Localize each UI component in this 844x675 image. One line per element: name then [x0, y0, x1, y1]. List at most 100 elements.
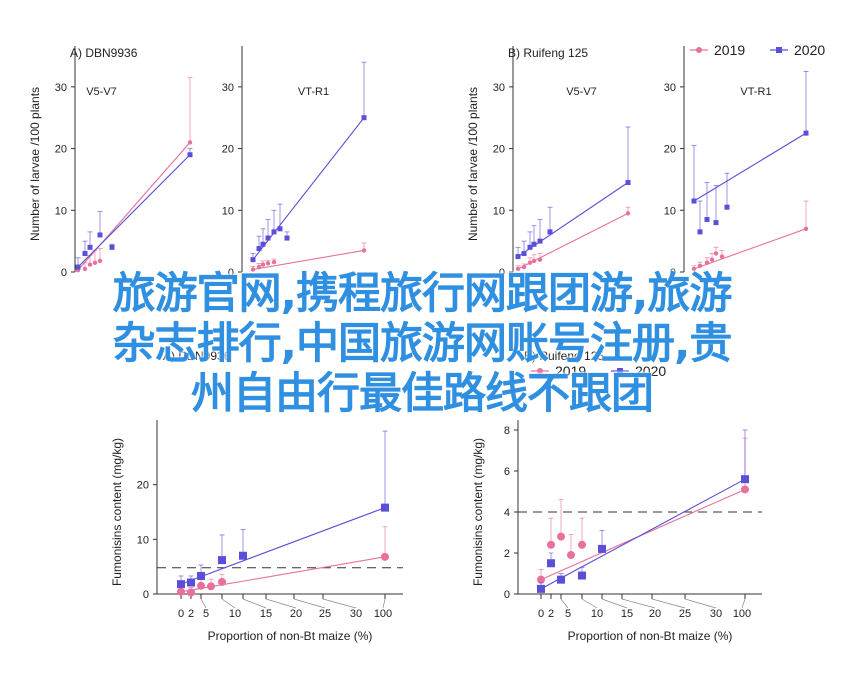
- series-2019-point: [187, 140, 193, 145]
- x-tick-label: 15: [260, 608, 272, 620]
- x-tick-leader: [684, 598, 717, 609]
- y-tick-label: 10: [493, 205, 505, 217]
- series-2019-point: [537, 575, 545, 584]
- series-2019-line: [517, 212, 629, 270]
- series-2020-point: [537, 238, 543, 244]
- series-2020-point: [531, 241, 537, 247]
- series-2019-point: [92, 260, 98, 265]
- y-axis-title: Number of larvae /100 plants: [28, 87, 42, 241]
- x-tick-label: 25: [679, 608, 691, 620]
- series-2019-point: [547, 540, 555, 549]
- series-2020-point: [713, 220, 719, 226]
- series-2019-point: [691, 266, 697, 272]
- y-axis-title: Fumonisins content (mg/kg): [471, 438, 485, 586]
- series-2020-point: [578, 571, 586, 580]
- series-2020-point: [187, 578, 195, 587]
- x-tick-label: 5: [203, 608, 209, 620]
- y-tick-label: 0: [143, 589, 149, 601]
- y-tick-label: 20: [493, 144, 505, 156]
- series-2019-line: [180, 556, 386, 593]
- series-2019-point: [177, 587, 185, 596]
- legend-label-2020: 2020: [635, 363, 666, 379]
- series-2020-point: [256, 246, 262, 252]
- y-tick-label: 0: [61, 267, 67, 279]
- series-2019-point: [578, 540, 586, 549]
- x-tick-label: 2: [548, 608, 554, 620]
- series-2020-point: [625, 180, 631, 186]
- series-2019-point: [82, 266, 88, 272]
- x-tick-label: 0: [178, 608, 184, 620]
- legend-label-2020: 2020: [794, 42, 825, 58]
- x-tick-leader: [581, 598, 598, 609]
- x-tick-label: 2: [188, 608, 194, 620]
- series-2019-point: [381, 552, 389, 561]
- series-2019-point: [803, 226, 809, 231]
- series-2019-point: [207, 582, 215, 591]
- x-tick-label: 5: [565, 608, 571, 620]
- series-2019-point: [256, 264, 262, 270]
- series-2019-point: [197, 581, 205, 590]
- legend-label-2019: 2019: [714, 42, 745, 58]
- overlay-text-line-2: 杂志排行,中国旅游网账号注册,贵: [112, 319, 733, 369]
- y-tick-label: 10: [222, 205, 234, 217]
- series-2019-point: [250, 267, 256, 272]
- series-2019-point: [625, 211, 631, 216]
- x-tick-leader: [382, 598, 386, 609]
- x-tick-leader: [601, 598, 628, 609]
- series-2020-point: [284, 235, 290, 241]
- series-2020-point: [277, 226, 283, 232]
- x-tick-leader: [293, 598, 326, 609]
- y-tick-label: 10: [137, 534, 149, 546]
- y-tick-label: 20: [137, 480, 149, 492]
- series-2020-point: [187, 152, 193, 158]
- series-2020-point: [803, 130, 809, 136]
- series-2019-point: [527, 260, 533, 265]
- series-2019-point: [218, 577, 226, 586]
- x-tick-leader: [322, 598, 357, 609]
- legend-marker-2019: [537, 368, 543, 374]
- series-2019-point: [537, 257, 543, 262]
- x-tick-label: 10: [229, 608, 241, 620]
- x-tick-leader: [621, 598, 656, 609]
- panel-title: B) Ruifeng 125: [524, 349, 604, 363]
- series-2019-point: [97, 258, 103, 264]
- series-2019-point: [713, 251, 719, 256]
- legend-marker-2020: [776, 47, 782, 53]
- series-2020-line: [252, 117, 365, 260]
- x-tick-label: 100: [733, 608, 751, 620]
- series-2020-point: [547, 559, 555, 568]
- y-tick-label: 0: [504, 589, 510, 601]
- series-2020-point: [527, 244, 533, 250]
- x-tick-label: 20: [290, 608, 302, 620]
- series-2019-point: [531, 258, 537, 264]
- series-2020-point: [177, 580, 185, 589]
- series-2019-point: [260, 262, 266, 267]
- series-2019-line: [252, 249, 365, 271]
- panel-subtitle: VT-R1: [298, 86, 329, 98]
- x-tick-leader: [741, 598, 746, 609]
- y-tick-label: 20: [664, 144, 676, 156]
- series-2020-point: [691, 198, 697, 204]
- x-axis-title: Proportion of non-Bt maize (%): [208, 629, 373, 643]
- series-2020-point: [250, 257, 256, 263]
- y-tick-label: 8: [504, 425, 510, 437]
- series-2019-point: [515, 266, 521, 272]
- y-axis-title: Fumonisins content (mg/kg): [110, 438, 124, 586]
- series-2020-line: [540, 478, 746, 590]
- series-2020-point: [239, 551, 247, 560]
- series-2020-point: [260, 241, 266, 247]
- x-tick-label: 30: [350, 608, 362, 620]
- series-2020-point: [109, 244, 115, 250]
- x-tick-label: 0: [538, 608, 544, 620]
- overlay-text-line-1: 旅游官网,携程旅行网跟团游,旅游: [112, 269, 733, 319]
- y-axis-title: Number of larvae /100 plants: [466, 87, 480, 241]
- series-2019-point: [741, 485, 749, 494]
- series-2019-point: [361, 248, 367, 253]
- series-2020-point: [87, 244, 93, 250]
- series-2020-line: [180, 507, 386, 585]
- x-tick-leader: [651, 598, 686, 609]
- panel-subtitle: V5-V7: [566, 86, 597, 98]
- y-tick-label: 0: [499, 267, 505, 279]
- series-2019-point: [704, 260, 710, 265]
